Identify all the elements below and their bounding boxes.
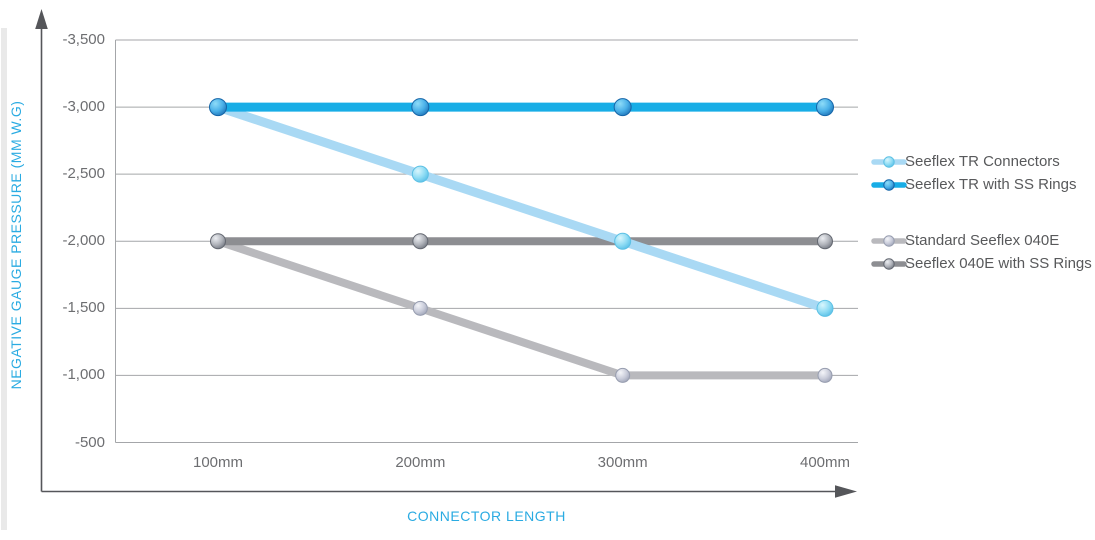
y-tick-label: -2,000 — [62, 232, 105, 250]
data-point-marker — [817, 233, 833, 250]
data-point-marker — [614, 232, 632, 250]
legend-item-label: Seeflex TR with SS Rings — [905, 176, 1077, 193]
data-point-marker — [816, 98, 834, 117]
data-point-marker — [817, 367, 833, 383]
x-axis-title: CONNECTOR LENGTH — [407, 508, 566, 524]
y-tick-label: -500 — [74, 433, 105, 451]
x-tick-label: 300mm — [597, 454, 648, 471]
legend-item-label: Standard Seeflex 040E — [905, 232, 1060, 249]
page-edge-strip — [1, 28, 7, 530]
y-tick-label: -1,500 — [62, 299, 105, 317]
series-line — [213, 102, 830, 313]
x-tick-label: 400mm — [799, 454, 851, 471]
legend-item-label: Seeflex TR Connectors — [905, 153, 1060, 170]
data-point-marker — [816, 299, 834, 317]
y-axis-title: NEGATIVE GAUGE PRESSURE (MM W.G) — [8, 100, 24, 390]
x-axis-arrowhead-icon — [835, 485, 857, 498]
data-point-marker — [615, 367, 631, 383]
data-point-marker — [412, 233, 429, 250]
data-point-marker — [412, 300, 428, 316]
legend-marker-icon — [883, 235, 895, 247]
y-tick-label: -1,000 — [62, 366, 105, 384]
data-point-marker — [613, 98, 632, 117]
legend-marker-icon — [883, 156, 895, 168]
y-tick-label: -3,500 — [62, 31, 105, 48]
y-tick-label: -3,000 — [62, 98, 105, 116]
data-point-marker — [210, 233, 226, 250]
data-point-marker — [411, 98, 430, 117]
legend-marker-icon — [883, 258, 895, 270]
series-line — [214, 237, 829, 380]
data-point-marker — [209, 98, 227, 117]
legend-item-label: Seeflex 040E with SS Rings — [905, 255, 1092, 272]
x-tick-label: 100mm — [192, 454, 244, 471]
x-tick-label: 200mm — [395, 454, 446, 471]
y-axis-arrowhead-icon — [35, 9, 48, 29]
y-tick-label: -2,500 — [62, 165, 105, 183]
legend-marker-icon — [883, 179, 895, 191]
data-point-marker — [411, 165, 429, 183]
